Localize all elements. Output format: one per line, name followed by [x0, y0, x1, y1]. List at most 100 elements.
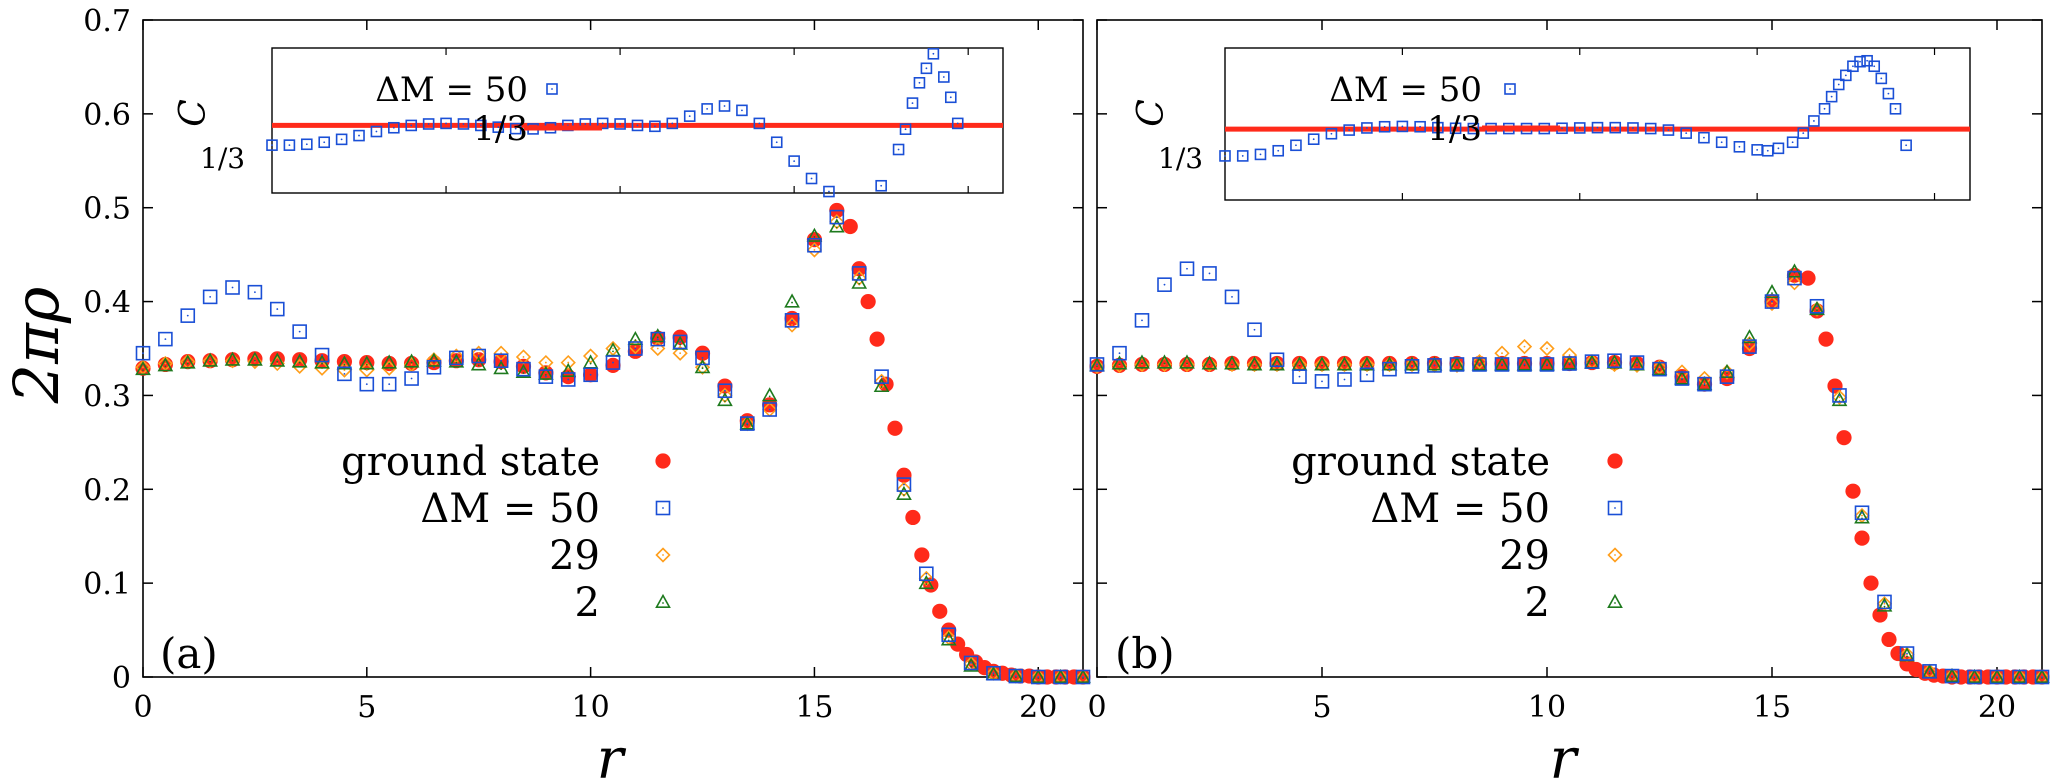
legend-marker — [1607, 593, 1623, 609]
data-point-box — [1697, 376, 1712, 392]
data-point — [1134, 313, 1150, 328]
data-point — [851, 266, 867, 281]
data-point-box — [1899, 646, 1915, 661]
data-point-dot — [1501, 352, 1503, 355]
inset-data-point-dot — [671, 122, 674, 125]
data-point — [1809, 300, 1825, 316]
legend-label: 2 — [1525, 580, 1550, 626]
data-point-shape — [179, 354, 196, 369]
data-point-dot — [410, 361, 413, 364]
data-point-dot — [1591, 360, 1593, 363]
inset-data-point-box — [701, 103, 713, 115]
inset-data-point-box — [1854, 55, 1866, 68]
data-point-dot — [1014, 675, 1017, 677]
inset-data-point — [892, 143, 905, 156]
inset-data-point-box — [1840, 69, 1852, 82]
data-point-box — [1427, 358, 1442, 373]
data-point-box — [941, 627, 957, 643]
inset-data-point-box — [1236, 150, 1249, 162]
inset-data-point-dot — [775, 141, 778, 144]
data-point-dot — [1726, 372, 1728, 374]
data-point-shape — [896, 485, 912, 500]
inset-legend-label: 1/3 — [1427, 109, 1482, 149]
inset-data-point — [1808, 115, 1820, 127]
data-point — [135, 361, 151, 376]
data-point-box — [225, 280, 240, 295]
data-point-shape — [1359, 356, 1375, 373]
data-point — [1494, 355, 1510, 372]
data-point-box — [2034, 669, 2050, 685]
data-point — [1818, 331, 1834, 347]
inset-data-point-dot — [1766, 149, 1769, 152]
inset-data-point-dot — [1852, 65, 1854, 68]
inset-data-point-box — [1680, 127, 1692, 139]
data-point-dot — [1951, 675, 1953, 677]
data-point — [1314, 356, 1330, 371]
data-point — [851, 274, 868, 289]
legend-label: 29 — [1499, 533, 1550, 579]
data-point — [1652, 361, 1667, 377]
inset-data-point — [1573, 122, 1586, 134]
inset-data-point-dot — [688, 115, 691, 118]
x-axis-title-b: r — [1550, 727, 1580, 784]
inset-data-point — [1467, 122, 1480, 135]
inset-data-point-box — [1715, 136, 1728, 149]
inset-data-point-box — [1573, 122, 1586, 134]
inset-data-point — [1698, 131, 1710, 144]
data-point — [628, 341, 643, 356]
data-point — [1156, 354, 1173, 369]
inset-data-point-dot — [636, 124, 639, 127]
inset-data-point-box — [335, 133, 348, 146]
data-point-dot — [634, 345, 637, 348]
data-point-dot — [477, 355, 480, 357]
data-point — [1562, 356, 1577, 371]
data-point — [1449, 357, 1465, 372]
legend-marker-dot — [662, 602, 664, 604]
inset-data-point-dot — [1830, 95, 1833, 98]
inset-data-point-dot — [1472, 127, 1475, 130]
data-point-shape — [694, 359, 711, 374]
data-point — [1787, 270, 1802, 286]
inset-data-point-box — [1797, 127, 1810, 139]
inset-data-point — [666, 117, 679, 130]
data-point-dot — [388, 383, 391, 386]
data-point-dot — [321, 362, 323, 365]
inset-data-point-box — [1825, 90, 1838, 103]
data-point-box — [1584, 354, 1600, 369]
inset-data-point — [475, 119, 487, 132]
data-point — [1494, 357, 1510, 372]
data-point-shape — [963, 657, 979, 672]
data-point-box — [135, 345, 151, 361]
inset-data-point — [1378, 120, 1391, 133]
inset-data-point-dot — [1649, 127, 1652, 130]
y-tick-label: 0.5 — [83, 192, 131, 227]
data-point — [1224, 289, 1240, 305]
inset-data-point — [1432, 121, 1444, 134]
inset-data-point — [1889, 103, 1902, 115]
data-point — [1157, 277, 1172, 292]
inset-data-point-dot — [1259, 153, 1262, 156]
data-point-dot — [1793, 281, 1796, 284]
data-point-shape — [314, 360, 330, 376]
data-point — [963, 657, 979, 672]
data-point — [905, 509, 921, 526]
data-point-dot — [880, 386, 883, 388]
data-point-dot — [142, 366, 144, 369]
data-point-dot — [1771, 292, 1773, 295]
data-point — [1786, 275, 1803, 291]
data-point-dot — [612, 361, 614, 364]
inset-data-point-box — [649, 120, 661, 133]
inset-data-point-box — [1832, 78, 1845, 91]
inset-data-point-dot — [1859, 60, 1861, 63]
data-point-dot — [970, 665, 972, 668]
inset-data-point-box — [1396, 120, 1409, 133]
inset-data-point-dot — [1756, 148, 1759, 151]
data-point-dot — [1118, 363, 1121, 366]
data-point — [1607, 353, 1622, 369]
data-point — [1404, 359, 1420, 374]
data-point-box — [583, 367, 598, 383]
data-point-dot — [1186, 267, 1188, 270]
inset-data-point — [1840, 69, 1852, 82]
inset-data-point-dot — [1383, 125, 1386, 128]
x-tick-label: 10 — [572, 690, 610, 725]
